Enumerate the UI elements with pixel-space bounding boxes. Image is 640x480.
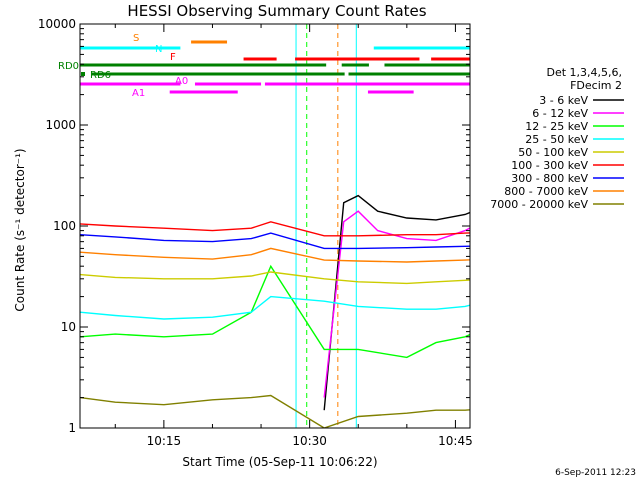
y-tick-label-3: 1000 xyxy=(45,118,76,132)
footer-date: 6-Sep-2011 12:23 xyxy=(555,468,636,478)
rd6-marker xyxy=(81,72,85,76)
x-tick-label-0: 10:15 xyxy=(147,434,182,448)
legend-label-5: 100 - 300 keV xyxy=(511,159,588,172)
flag-label-a0: A0 xyxy=(175,76,188,87)
series-line-3-6-kev-0 xyxy=(323,194,470,411)
series-line-100-300-kev-5 xyxy=(80,221,470,237)
legend-header-1: FDecim 2 xyxy=(570,79,622,92)
legend-label-1: 6 - 12 keV xyxy=(532,107,588,120)
flag-label-n: N xyxy=(155,44,162,55)
series-line-7000-20000-kev-8 xyxy=(80,394,470,428)
flag-label-s: S xyxy=(133,33,139,44)
legend-label-0: 3 - 6 keV xyxy=(539,94,588,107)
plot-clip-group xyxy=(80,24,470,428)
legend-label-7: 800 - 7000 keV xyxy=(504,185,588,198)
flag-label-a1: A1 xyxy=(132,88,145,99)
legend-label-3: 25 - 50 keV xyxy=(525,133,588,146)
y-axis-label: Count Rate (s⁻¹ detector⁻¹) xyxy=(13,148,27,311)
series-line-12-25-kev-2 xyxy=(80,264,470,359)
series-line-800-7000-kev-7 xyxy=(80,247,470,263)
legend-label-8: 7000 - 20000 keV xyxy=(490,198,588,211)
x-tick-label-1: 10:30 xyxy=(292,434,327,448)
x-tick-label-2: 10:45 xyxy=(438,434,473,448)
y-tick-label-1: 10 xyxy=(61,320,76,334)
legend-label-6: 300 - 800 keV xyxy=(511,172,588,185)
flag-label-rd6: RD6 xyxy=(90,70,111,81)
axes: 1 10 100 1000 10000 10:15 10:30 10:45 xyxy=(38,17,473,448)
plot-area: S NF RD0 RD6 A0 A1 xyxy=(58,24,470,428)
x-axis-label: Start Time (05-Sep-11 10:06:22) xyxy=(182,455,377,469)
y-tick-label-4: 10000 xyxy=(38,17,76,31)
flag-label-f: F xyxy=(170,52,176,63)
legend-label-4: 50 - 100 keV xyxy=(518,146,588,159)
series-line-25-50-kev-3 xyxy=(80,295,470,320)
legend-header-0: Det 1,3,4,5,6, xyxy=(546,66,622,79)
series-line-6-12-kev-1 xyxy=(323,210,470,398)
flag-label-rd0: RD0 xyxy=(58,61,79,72)
legend-label-2: 12 - 25 keV xyxy=(525,120,588,133)
series-line-300-800-kev-6 xyxy=(80,232,470,250)
series-line-50-100-kev-4 xyxy=(80,271,470,285)
y-tick-label-0: 1 xyxy=(68,421,76,435)
y-tick-label-2: 100 xyxy=(53,219,76,233)
chart-title: HESSI Observing Summary Count Rates xyxy=(127,2,426,20)
